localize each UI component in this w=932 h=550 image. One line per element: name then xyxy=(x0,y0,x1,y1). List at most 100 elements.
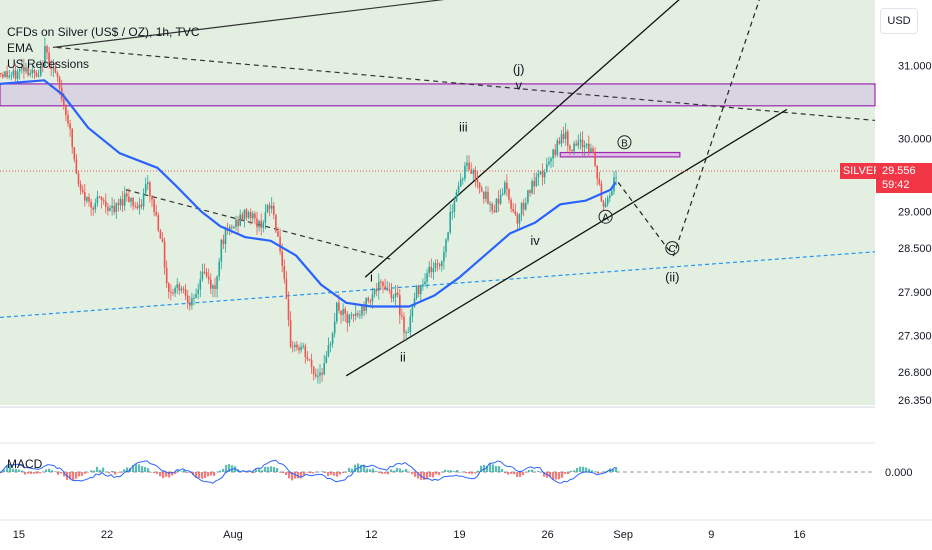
macd-line-segment xyxy=(158,467,163,472)
macd-histogram-bar xyxy=(48,468,51,472)
macd-line-segment xyxy=(416,471,421,476)
macd-histogram-bar xyxy=(459,472,462,473)
candle-body xyxy=(489,203,491,205)
macd-line-segment xyxy=(464,476,469,479)
legend-recessions[interactable]: US Recessions xyxy=(7,57,90,71)
resistance-zone xyxy=(0,83,876,107)
macd-line-segment xyxy=(311,474,316,477)
candle-body xyxy=(472,170,475,174)
macd-histogram-bar xyxy=(414,472,417,477)
macd-line-segment xyxy=(239,470,244,473)
candle-body xyxy=(396,292,399,295)
macd-line-segment xyxy=(302,473,307,477)
legend-ema[interactable]: EMA xyxy=(7,41,34,55)
macd-histogram-bar xyxy=(513,472,516,475)
candle-body xyxy=(598,178,601,184)
macd-legend[interactable]: MACD xyxy=(7,457,43,471)
macd-histogram-bar xyxy=(156,472,159,474)
macd-pane xyxy=(0,459,875,484)
macd-histogram-bar xyxy=(99,469,102,472)
macd-line-segment xyxy=(593,472,598,476)
dotted-support-line xyxy=(0,251,876,319)
legend-title[interactable]: CFDs on Silver (US$ / OZ), 1h, TVC xyxy=(7,25,200,39)
y-tick-label: 27.300 xyxy=(898,331,932,343)
candle-body xyxy=(417,285,420,295)
bar-countdown: 59:42 xyxy=(882,179,910,191)
channel-lower-line xyxy=(345,108,788,377)
candle-body xyxy=(233,227,235,229)
y-tick-label: 28.500 xyxy=(898,243,932,255)
macd-histogram-bar xyxy=(351,468,354,472)
candle-body xyxy=(168,283,170,292)
macd-histogram-bar xyxy=(432,472,435,478)
candle-body xyxy=(401,315,403,317)
candle-body xyxy=(212,285,214,289)
candle-body xyxy=(176,284,178,288)
candle-body xyxy=(346,313,349,323)
candle-body xyxy=(256,218,258,228)
macd-line-segment xyxy=(446,475,451,477)
macd-histogram-bar xyxy=(486,465,489,472)
macd-histogram-bar xyxy=(456,470,459,472)
candle-body xyxy=(378,281,380,291)
candle-body xyxy=(468,162,470,170)
macd-histogram-bar xyxy=(117,472,120,473)
candle-body xyxy=(121,199,124,206)
macd-line-segment xyxy=(128,466,133,472)
candle-body xyxy=(46,46,48,53)
macd-line-segment xyxy=(497,460,502,463)
macd-line-segment xyxy=(395,462,400,465)
macd-line-segment xyxy=(287,469,292,474)
macd-line-segment xyxy=(59,467,64,472)
candle-body xyxy=(75,159,78,174)
candle-body xyxy=(170,291,172,293)
candle-body xyxy=(298,347,300,351)
candle-body xyxy=(594,152,596,166)
macd-line-segment xyxy=(332,479,337,483)
macd-histogram-bar xyxy=(495,466,498,472)
candle-body xyxy=(424,281,426,285)
wedge-top-line xyxy=(52,0,445,49)
macd-histogram-bar xyxy=(159,472,162,477)
macd-histogram-bar xyxy=(528,470,531,472)
macd-histogram-bar xyxy=(6,466,9,472)
candle-body xyxy=(403,316,405,333)
macd-histogram-bar xyxy=(342,472,345,473)
macd-histogram-bar xyxy=(438,472,441,475)
candle-body xyxy=(493,210,496,213)
candle-body xyxy=(6,71,8,78)
candle-body xyxy=(609,195,611,198)
macd-line-segment xyxy=(599,472,604,475)
macd-histogram-bar xyxy=(279,472,282,473)
ema-curve xyxy=(0,79,617,308)
candle-body xyxy=(348,315,351,323)
candle-body xyxy=(573,143,575,152)
x-tick-label: 26 xyxy=(542,529,554,541)
currency-button[interactable]: USD xyxy=(880,8,918,34)
candle-body xyxy=(12,70,15,76)
macd-histogram-bar xyxy=(9,465,12,472)
macd-line-segment xyxy=(476,471,481,477)
candle-body xyxy=(369,300,372,302)
candle-body xyxy=(581,139,584,148)
price-badge: SILVER xyxy=(840,163,884,179)
candle-body xyxy=(203,271,206,273)
macd-histogram-bar xyxy=(162,472,165,479)
macd-line-segment xyxy=(26,467,31,469)
candle-body xyxy=(155,212,157,216)
macd-histogram-bar xyxy=(42,471,45,472)
candle-body xyxy=(50,66,52,69)
macd-line-segment xyxy=(353,467,358,472)
candle-body xyxy=(560,134,563,144)
candle-body xyxy=(287,299,290,320)
candle-body xyxy=(529,190,531,194)
macd-line-segment xyxy=(305,473,310,476)
candle-body xyxy=(487,191,489,204)
macd-histogram-bar xyxy=(561,472,564,478)
macd-line-segment xyxy=(512,466,517,471)
macd-line-segment xyxy=(548,475,553,480)
candle-body xyxy=(105,201,107,207)
macd-line-segment xyxy=(122,471,127,475)
